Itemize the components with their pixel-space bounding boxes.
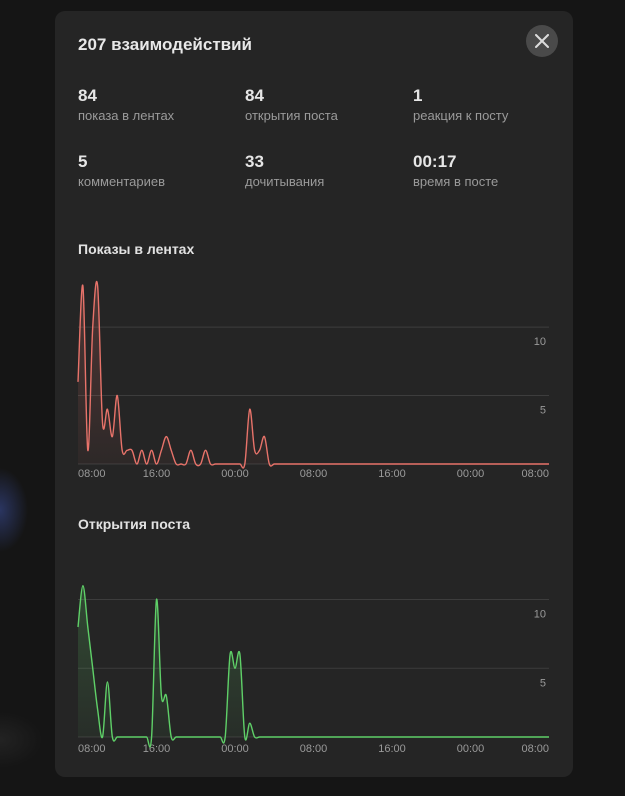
x-tick-label: 00:00 [457,743,485,755]
stat-reactions: 1 реакция к посту [413,86,573,125]
series-area [78,585,549,748]
stat-comments: 5 комментариев [78,152,238,191]
stat-post-opens: 84 открытия поста [245,86,405,125]
series-line [77,280,549,469]
stat-label: показа в лентах [78,108,175,123]
stat-label: реакция к посту [413,108,509,123]
x-tick-label: 00:00 [221,743,249,755]
x-tick-label: 00:00 [457,468,485,480]
x-tick-label: 08:00 [521,743,549,755]
y-tick-label: 10 [534,609,546,621]
impressions-chart: 5 10 08:00 16:00 00:00 08:00 16:00 00:00 08:00 [77,280,549,480]
stat-value: 84 [78,86,97,105]
stat-label: время в посте [413,174,499,189]
x-tick-label: 08:00 [78,743,106,755]
stat-value: 84 [245,86,264,105]
stat-read-throughs: 33 дочитывания [245,152,405,191]
stats-modal: 207 взаимодействий 84 показа в лентах 84… [55,11,573,777]
x-tick-label: 08:00 [300,468,328,480]
x-tick-label: 16:00 [378,743,406,755]
series-line [77,585,549,748]
series-area [78,281,549,469]
y-tick-label: 10 [534,336,546,348]
x-tick-label: 08:00 [300,743,328,755]
x-tick-label: 16:00 [378,468,406,480]
x-tick-label: 08:00 [521,468,549,480]
x-tick-label: 16:00 [143,468,171,480]
opens-chart: 5 10 08:00 16:00 00:00 08:00 16:00 00:00 08:00 [77,585,549,755]
stat-label: открытия поста [245,108,338,123]
chart-title-impressions: Показы в лентах [78,241,195,257]
close-icon [535,34,549,48]
chart-title-opens: Открытия поста [78,516,191,532]
stat-value: 5 [78,152,88,171]
stat-value: 33 [245,152,264,171]
close-button[interactable] [526,25,558,57]
modal-title: 207 взаимодействий [78,35,253,54]
stat-time-in-post: 00:17 время в посте [413,152,573,191]
stat-label: дочитывания [245,174,325,189]
stat-feed-impressions: 84 показа в лентах [78,86,238,125]
x-tick-label: 00:00 [221,468,249,480]
x-tick-label: 16:00 [143,743,171,755]
stat-label: комментариев [78,174,166,189]
x-tick-label: 08:00 [78,468,106,480]
y-tick-label: 5 [540,677,546,689]
y-tick-label: 5 [540,405,546,417]
stat-value: 1 [413,86,423,105]
stat-value: 00:17 [413,152,457,171]
